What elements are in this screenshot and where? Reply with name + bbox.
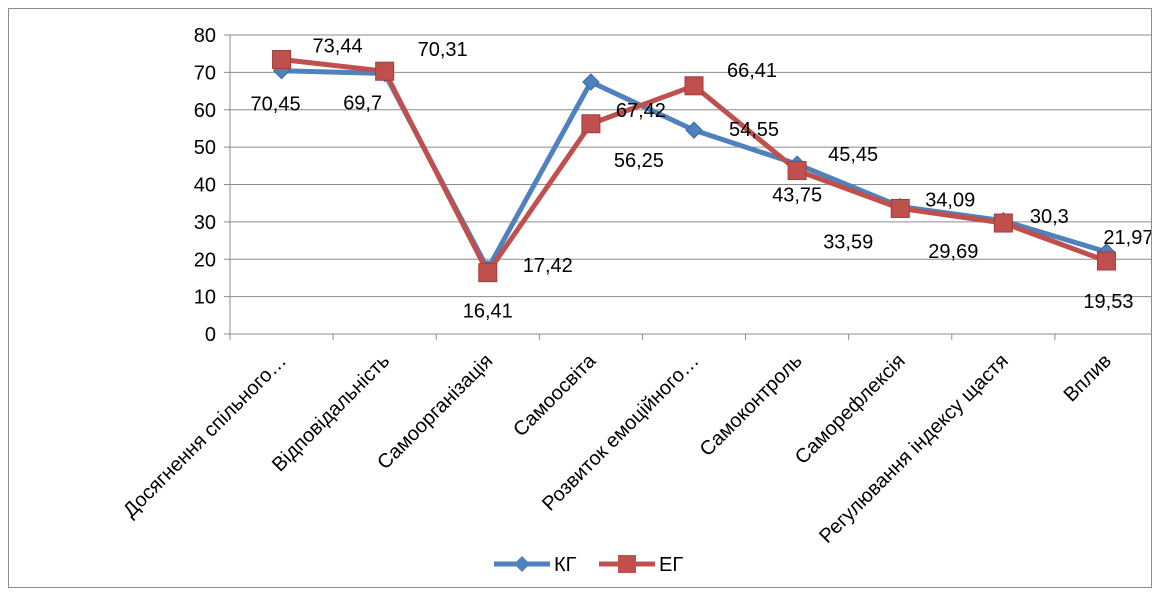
data-label: 16,41	[463, 301, 513, 323]
series-1-point	[685, 121, 703, 139]
data-labels: 70,45 69,7 17,42 67,42 54,55 45,45 34,09 30,3 21…	[251, 36, 1151, 323]
data-label: 43,75	[772, 184, 822, 206]
series-2-point	[787, 160, 807, 180]
data-label: 56,25	[614, 150, 664, 172]
axes	[224, 34, 1151, 340]
x-tick-labels: Досягнення спільного…ВідповідальністьСам…	[119, 349, 1116, 547]
y-tick-label: 0	[205, 324, 216, 346]
y-tick-label: 40	[194, 175, 216, 197]
y-tick-label: 10	[194, 287, 216, 309]
legend-marker	[514, 556, 530, 572]
gridlines	[230, 34, 1151, 335]
legend: КГ ЕГ	[494, 554, 683, 576]
y-tick-label: 20	[194, 249, 216, 271]
data-label: 29,69	[928, 241, 978, 263]
data-label: 30,3	[1030, 206, 1069, 228]
series-1-point	[582, 73, 600, 91]
x-tick-label: Досягнення спільного…	[119, 350, 291, 522]
series-2-point	[478, 263, 498, 283]
data-label: 70,45	[251, 94, 301, 116]
series-markers	[272, 50, 1116, 283]
legend-marker	[618, 555, 636, 573]
data-label: 66,41	[727, 60, 777, 82]
series-2-point	[684, 76, 704, 96]
data-label: 21,97	[1103, 227, 1151, 249]
data-label: 67,42	[616, 100, 666, 122]
data-label: 69,7	[343, 92, 382, 114]
y-tick-label: 70	[194, 62, 216, 84]
series-line-1	[281, 68, 1108, 272]
series-2-point	[890, 198, 910, 218]
x-tick-label: Регулювання індексу щастя	[815, 350, 1013, 548]
data-label: 33,59	[823, 231, 873, 253]
series-2-point	[1096, 251, 1116, 271]
y-tick-label: 50	[194, 137, 216, 159]
chart-frame: 0 10 20 30 40 50 60 70 80 Досягнення спільного… В…	[8, 8, 1152, 588]
data-label: 17,42	[523, 255, 573, 277]
legend-label: ЕГ	[659, 554, 683, 576]
series-2-point	[375, 61, 395, 81]
series-2-point	[272, 50, 292, 70]
data-label: 70,31	[418, 39, 468, 61]
legend-label: КГ	[554, 554, 577, 576]
data-label: 19,53	[1083, 291, 1133, 313]
y-tick-labels: 0 10 20 30 40 50 60 70 80	[194, 25, 216, 346]
series-2-point	[581, 114, 601, 134]
data-label: 34,09	[925, 190, 975, 212]
data-label: 45,45	[828, 144, 878, 166]
x-tick-label: Самоконтроль	[696, 350, 807, 461]
x-tick-label: Самоосвіта	[509, 349, 601, 441]
series-2-point	[993, 213, 1013, 233]
data-label: 73,44	[313, 36, 363, 58]
y-tick-label: 60	[194, 100, 216, 122]
y-tick-label: 80	[194, 25, 216, 47]
y-tick-label: 30	[194, 212, 216, 234]
x-tick-label: Саморефлексія	[791, 350, 910, 469]
x-tick-label: Вплив	[1060, 350, 1116, 406]
x-tick-label: Самоорганізація	[373, 350, 497, 474]
data-label: 54,55	[729, 119, 779, 141]
